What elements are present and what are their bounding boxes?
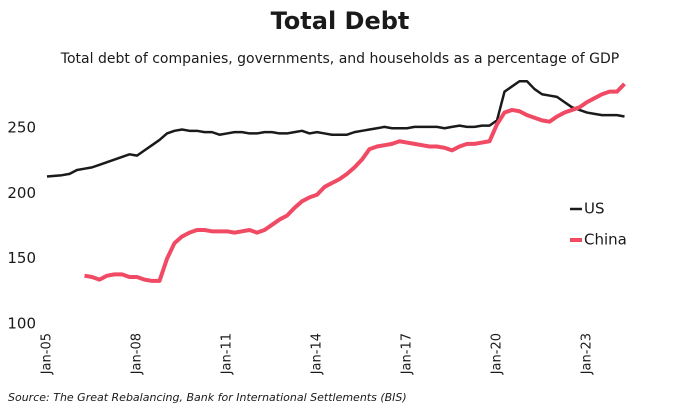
series-line	[46, 79, 625, 178]
y-tick-label: 150	[7, 249, 36, 267]
chart-title: Total Debt	[271, 7, 410, 35]
y-tick-label: 200	[7, 184, 36, 202]
chart-subtitle: Total debt of companies, governments, an…	[60, 51, 619, 67]
x-tick-label: Jan-20	[490, 333, 505, 375]
y-tick-label: 250	[7, 119, 36, 137]
source-note: Source: The Great Rebalancing, Bank for …	[8, 391, 407, 404]
x-tick-label: Jan-05	[40, 333, 55, 375]
y-tick-label: 100	[7, 315, 36, 333]
x-tick-label: Jan-17	[400, 333, 415, 375]
legend-label: US	[584, 200, 605, 218]
series-line	[84, 82, 626, 283]
x-tick-label: Jan-23	[580, 333, 595, 375]
x-tick-label: Jan-11	[220, 333, 235, 375]
x-tick-label: Jan-14	[310, 333, 325, 375]
legend-label: China	[584, 231, 627, 249]
x-tick-label: Jan-08	[130, 333, 145, 375]
